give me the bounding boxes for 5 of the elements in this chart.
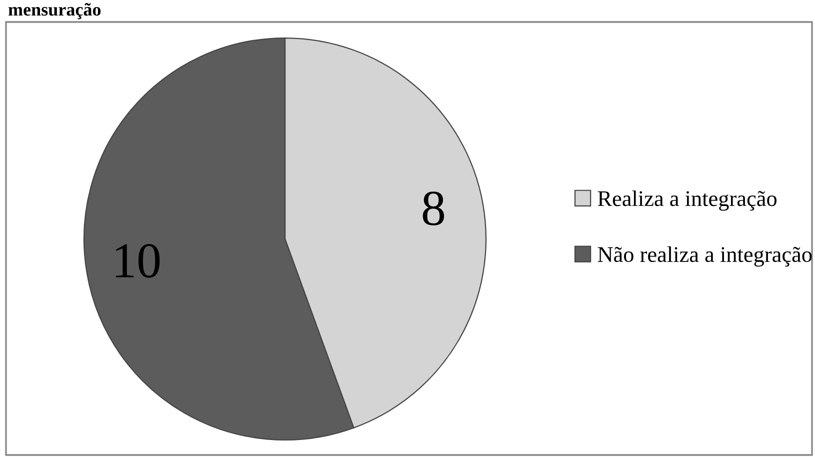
- legend-label: Não realiza a integração: [598, 246, 812, 267]
- chart-title: mensuração: [8, 2, 101, 20]
- data-label: 8: [422, 192, 444, 226]
- legend-label: Realiza a integração: [598, 190, 777, 211]
- data-label: 10: [116, 244, 160, 278]
